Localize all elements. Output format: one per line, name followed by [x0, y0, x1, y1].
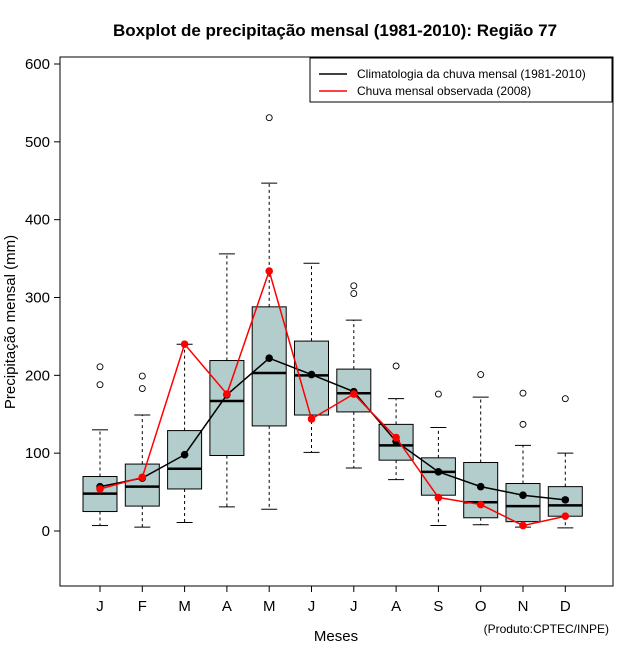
box-3	[167, 343, 203, 523]
box-5	[251, 114, 287, 510]
series-point-observed	[96, 485, 104, 493]
legend: Climatologia da chuva mensal (1981-2010)…	[309, 57, 613, 103]
y-tick-label: 200	[25, 367, 50, 384]
x-tick-label: J	[350, 598, 358, 615]
x-tick-label: A	[222, 598, 232, 615]
series-point-observed	[392, 433, 400, 442]
x-tick-label: J	[96, 598, 104, 615]
x-tick-label: J	[308, 598, 316, 615]
box-6	[294, 262, 329, 453]
y-tick-label: 0	[42, 523, 50, 540]
outlier-point	[350, 290, 358, 298]
box-9	[420, 390, 456, 527]
series-point-climatology	[561, 496, 570, 504]
series-point-observed	[138, 473, 147, 482]
legend-label-climatology: Climatologia da chuva mensal (1981-2010)	[357, 67, 586, 81]
outlier-point	[519, 420, 527, 428]
outlier-point	[138, 385, 146, 393]
series-point-observed	[307, 415, 316, 423]
box-12	[547, 395, 583, 529]
x-tick-label: O	[475, 598, 487, 615]
y-tick-label: 600	[25, 56, 50, 73]
box-iqr	[505, 483, 541, 523]
series-point-climatology	[307, 370, 316, 379]
outlier-point	[350, 282, 358, 290]
product-credit: (Produto:CPTEC/INPE)	[484, 622, 609, 636]
box-4	[209, 253, 245, 508]
series-point-observed	[476, 500, 485, 509]
series-point-observed	[180, 340, 189, 349]
outlier-point	[138, 372, 146, 380]
series-point-climatology	[180, 450, 189, 459]
y-tick-label: 300	[25, 290, 50, 307]
outlier-point	[96, 381, 104, 389]
series-line-observed	[99, 268, 566, 527]
box-8	[378, 362, 414, 481]
box-1	[82, 363, 118, 527]
series-point-observed	[223, 390, 231, 398]
series-point-observed	[434, 493, 443, 502]
x-tick-label: M	[263, 598, 276, 615]
box-iqr	[167, 430, 203, 490]
chart-title: Boxplot de precipitação mensal (1981-201…	[113, 21, 557, 40]
y-axis-label: Precipitação mensal (mm)	[2, 235, 19, 409]
x-tick-label: A	[391, 598, 401, 615]
y-tick-label: 400	[25, 212, 50, 229]
series-point-observed	[350, 390, 358, 398]
legend-box	[309, 57, 613, 103]
y-axis: 0 100 200 300 400 500 600	[25, 56, 60, 540]
y-tick-label: 500	[25, 134, 50, 151]
box-2	[124, 372, 160, 528]
x-tick-label: N	[518, 598, 529, 615]
series-point-climatology	[519, 491, 527, 499]
series-point-climatology	[476, 482, 485, 491]
outlier-point	[265, 114, 273, 122]
box-iqr	[124, 463, 160, 507]
outlier-point	[477, 371, 485, 379]
outlier-point	[434, 390, 442, 398]
box-7	[336, 282, 372, 469]
series-line-climatology	[99, 357, 566, 501]
outlier-point	[561, 395, 569, 403]
x-tick-label: M	[178, 598, 191, 615]
series-point-climatology	[434, 468, 443, 476]
box-iqr	[251, 306, 287, 427]
x-tick-label: D	[560, 598, 571, 615]
series-point-observed	[265, 267, 274, 275]
outlier-point	[519, 389, 527, 397]
series-point-climatology	[265, 354, 274, 363]
x-tick-label: S	[433, 598, 443, 615]
x-axis-label: Meses	[314, 628, 358, 645]
x-tick-label: F	[138, 598, 147, 615]
y-tick-label: 100	[25, 445, 50, 462]
box-11	[505, 389, 541, 528]
plot-area-frame	[59, 56, 614, 587]
outlier-point	[392, 362, 400, 370]
box-iqr	[209, 360, 245, 457]
outlier-point	[96, 363, 104, 371]
series-point-observed	[561, 512, 570, 521]
legend-label-observed: Chuva mensal observada (2008)	[357, 84, 531, 98]
series-point-observed	[519, 521, 527, 530]
